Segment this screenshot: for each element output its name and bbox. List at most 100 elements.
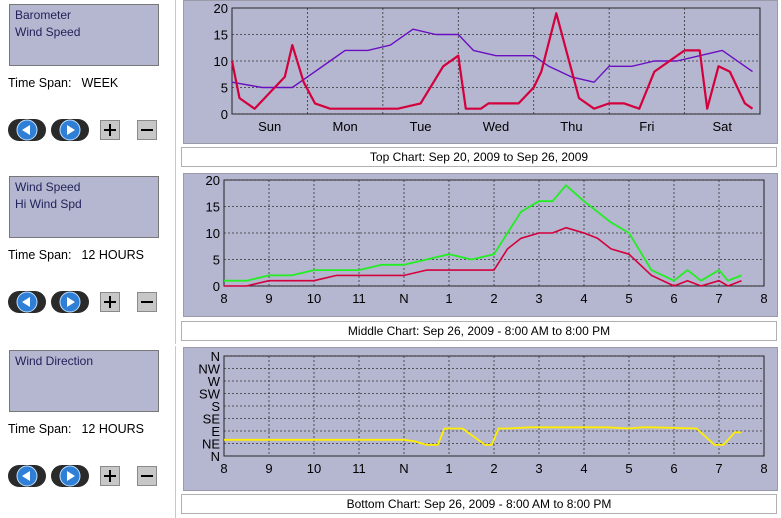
- x-tick-label: 11: [352, 461, 366, 476]
- back-button[interactable]: [7, 290, 47, 314]
- x-tick-label: 3: [535, 291, 542, 306]
- timespan-value[interactable]: 12 HOURS: [81, 422, 144, 436]
- x-tick-label: 9: [265, 291, 272, 306]
- series-wind-direction: [224, 426, 742, 446]
- x-tick-label: Tue: [410, 119, 432, 134]
- timespan-label: Time Span:: [8, 248, 72, 262]
- plus-icon: [104, 470, 116, 482]
- right-arrow-icon: [51, 291, 89, 313]
- x-tick-label: Wed: [483, 119, 510, 134]
- plot-area: 0 5 10 15 20 8 9 10 11 N 1 2 3 4 5 6 7 8: [206, 173, 768, 306]
- x-tick-label: 9: [265, 461, 272, 476]
- zoom-out-button[interactable]: [137, 466, 157, 486]
- legend-list[interactable]: Wind Speed Hi Wind Spd: [9, 176, 159, 238]
- timespan-value[interactable]: 12 HOURS: [81, 248, 144, 262]
- legend-item-wind-speed[interactable]: Wind Speed: [15, 180, 81, 194]
- x-tick-label: 1: [445, 291, 452, 306]
- x-tick-label: 1: [445, 461, 452, 476]
- y-tick-label: 0: [221, 107, 228, 122]
- y-tick-label: NE: [202, 437, 220, 452]
- y-tick-label: N: [211, 449, 220, 464]
- x-tick-label: 10: [307, 461, 321, 476]
- x-tick-label: 10: [307, 291, 321, 306]
- y-tick-label: 5: [221, 81, 228, 96]
- y-tick-label: 10: [214, 54, 228, 69]
- series-hi-wind-spd: [224, 184, 742, 282]
- legend-item-wind-speed[interactable]: Wind Speed: [15, 25, 81, 39]
- zoom-in-button[interactable]: [100, 120, 120, 140]
- y-tick-label: W: [208, 374, 221, 389]
- legend-list[interactable]: Barometer Wind Speed: [9, 4, 159, 66]
- left-arrow-icon: [8, 291, 46, 313]
- zoom-in-button[interactable]: [100, 292, 120, 312]
- x-tick-label: 4: [580, 291, 587, 306]
- y-tick-label: 0: [213, 279, 220, 294]
- legend-item-hi-wind-spd[interactable]: Hi Wind Spd: [15, 197, 82, 211]
- zoom-out-button[interactable]: [137, 120, 157, 140]
- middle-chart-caption: Middle Chart: Sep 26, 2009 - 8:00 AM to …: [181, 321, 777, 341]
- y-tick-label: 5: [213, 253, 220, 268]
- timespan-value[interactable]: WEEK: [81, 76, 119, 90]
- plus-icon: [104, 124, 116, 136]
- back-button[interactable]: [7, 464, 47, 488]
- timespan: Time Span: 12 HOURS: [8, 248, 144, 262]
- zoom-in-button[interactable]: [100, 466, 120, 486]
- legend-item-wind-direction[interactable]: Wind Direction: [15, 354, 94, 368]
- y-tick-label: 10: [206, 226, 220, 241]
- middle-chart: 0 5 10 15 20 8 9 10 11 N 1 2 3 4 5 6 7 8: [183, 173, 778, 317]
- x-tick-label: 2: [490, 291, 497, 306]
- top-chart-svg: 0 5 10 15 20 Sun Mon Tue Wed Thu Fri Sat: [214, 1, 761, 134]
- legend-item-barometer[interactable]: Barometer: [15, 8, 72, 22]
- timespan: Time Span: 12 HOURS: [8, 422, 144, 436]
- forward-button[interactable]: [50, 290, 90, 314]
- y-tick-label: S: [211, 399, 220, 414]
- y-tick-label: SE: [203, 412, 221, 427]
- top-chart: 0 5 10 15 20 Sun Mon Tue Wed Thu Fri Sat: [183, 0, 778, 144]
- x-tick-label: 7: [715, 461, 722, 476]
- middle-chart-svg: 0 5 10 15 20 8 9 10 11 N 1 2 3 4 5 6 7 8: [206, 173, 768, 306]
- x-tick-label: 8: [760, 461, 767, 476]
- x-tick-label: 7: [715, 291, 722, 306]
- legend-list[interactable]: Wind Direction: [9, 350, 159, 412]
- forward-button[interactable]: [50, 464, 90, 488]
- x-tick-label: 5: [625, 291, 632, 306]
- y-tick-label: E: [211, 424, 220, 439]
- left-arrow-icon: [8, 465, 46, 487]
- minus-icon: [141, 475, 153, 477]
- y-tick-label: NW: [198, 362, 220, 377]
- x-tick-label: Sat: [713, 119, 733, 134]
- right-arrow-icon: [51, 465, 89, 487]
- x-tick-label: 6: [670, 291, 677, 306]
- back-button[interactable]: [7, 118, 47, 142]
- x-tick-label: 2: [490, 461, 497, 476]
- x-tick-label: 6: [670, 461, 677, 476]
- right-arrow-icon: [51, 119, 89, 141]
- x-tick-label: Sun: [258, 119, 281, 134]
- middle-chart-controls: Wind Speed Hi Wind Spd Time Span: 12 HOUR…: [0, 172, 176, 344]
- series-wind-speed: [224, 226, 742, 287]
- y-tick-label: 15: [206, 200, 220, 215]
- x-tick-label: N: [399, 291, 408, 306]
- y-tick-label: 15: [214, 28, 228, 43]
- plot-area: 0 5 10 15 20 Sun Mon Tue Wed Thu Fri Sat: [214, 1, 761, 134]
- zoom-out-button[interactable]: [137, 292, 157, 312]
- x-tick-label: 3: [535, 461, 542, 476]
- bottom-chart-controls: Wind Direction Time Span: 12 HOURS: [0, 346, 176, 518]
- top-chart-caption: Top Chart: Sep 20, 2009 to Sep 26, 2009: [181, 147, 777, 167]
- timespan-label: Time Span:: [8, 422, 72, 436]
- minus-icon: [141, 129, 153, 131]
- y-tick-label: 20: [206, 174, 220, 188]
- x-tick-label: Fri: [639, 119, 654, 134]
- x-tick-label: N: [399, 461, 408, 476]
- x-tick-label: 8: [220, 291, 227, 306]
- forward-button[interactable]: [50, 118, 90, 142]
- timespan: Time Span: WEEK: [8, 76, 118, 90]
- plus-icon: [104, 296, 116, 308]
- x-tick-label: 4: [580, 461, 587, 476]
- x-tick-label: 8: [760, 291, 767, 306]
- x-tick-label: Mon: [332, 119, 357, 134]
- y-tick-label: SW: [199, 387, 221, 402]
- series-wind-speed: [230, 12, 754, 110]
- minus-icon: [141, 301, 153, 303]
